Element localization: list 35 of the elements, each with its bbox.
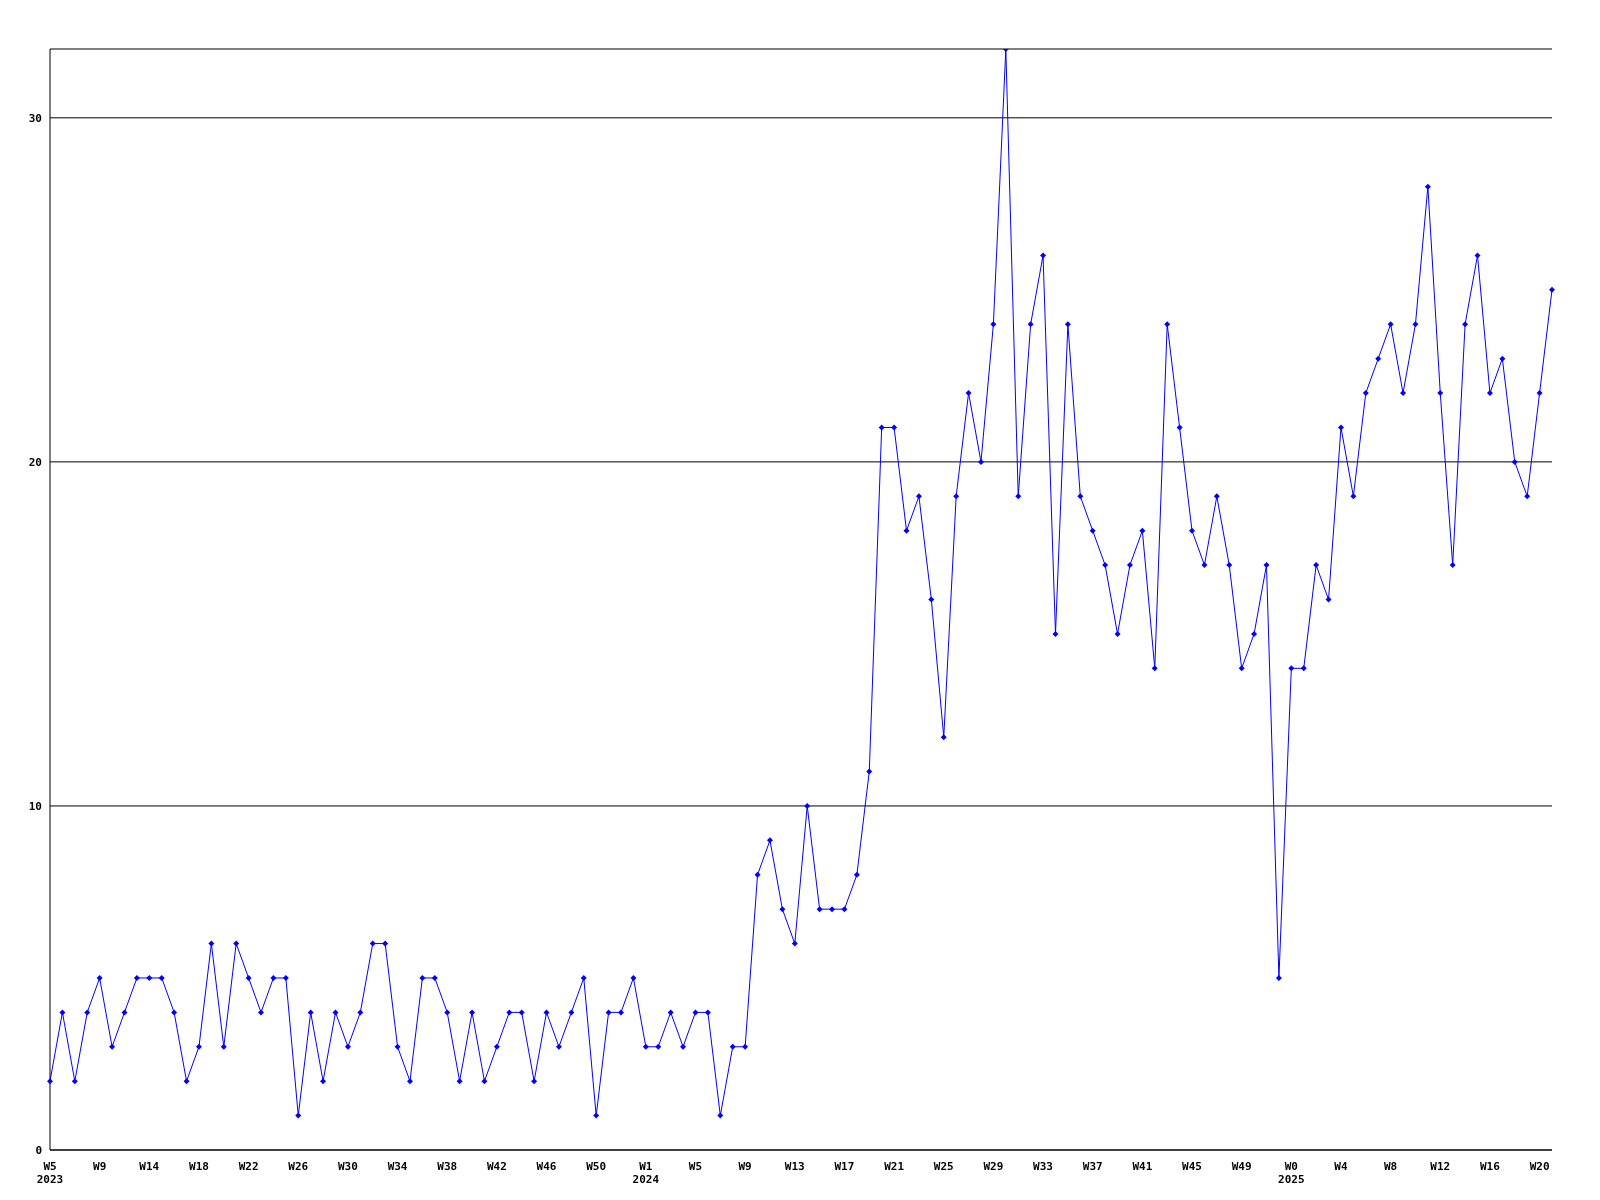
x-tick-label: W38: [437, 1160, 458, 1173]
x-tick-label: W20: [1529, 1160, 1550, 1173]
x-tick-label: W41: [1132, 1160, 1153, 1173]
x-tick-label: W12: [1430, 1160, 1451, 1173]
x-tick-label: W17: [834, 1160, 855, 1173]
x-tick-label: W14: [139, 1160, 160, 1173]
y-tick-label: 10: [28, 799, 42, 813]
x-tick-label: W4: [1334, 1160, 1348, 1173]
x-tick-label: W49: [1231, 1160, 1252, 1173]
y-tick-label: 20: [28, 455, 42, 469]
x-tick-label: W46: [536, 1160, 557, 1173]
x-tick-label: W16: [1480, 1160, 1501, 1173]
x-tick-label: W30: [337, 1160, 358, 1173]
x-tick-label: W21: [884, 1160, 905, 1173]
x-tick-label: W5 2023: [36, 1160, 64, 1186]
x-tick-label: W37: [1082, 1160, 1103, 1173]
x-tick-label: W22: [238, 1160, 259, 1173]
x-tick-label: W42: [486, 1160, 507, 1173]
x-tick-label: W9: [738, 1160, 752, 1173]
x-tick-label: W0 2025: [1278, 1160, 1305, 1186]
x-tick-label: W50: [586, 1160, 607, 1173]
x-tick-label: W9: [93, 1160, 107, 1173]
x-tick-label: W8: [1384, 1160, 1398, 1173]
y-tick-label: 30: [28, 111, 42, 125]
x-tick-label: W26: [288, 1160, 309, 1173]
x-tick-label: W45: [1182, 1160, 1202, 1173]
x-tick-label: W5: [688, 1160, 703, 1173]
x-tick-label: W33: [1033, 1160, 1053, 1173]
x-tick-label: W13: [784, 1160, 805, 1173]
x-tick-label: W18: [189, 1160, 209, 1173]
y-tick-label: 0: [35, 1143, 42, 1157]
x-tick-label: W25: [933, 1160, 954, 1173]
x-tick-label: W29: [983, 1160, 1004, 1173]
x-tick-label: W1 2024: [632, 1160, 660, 1186]
x-tick-label: W34: [387, 1160, 408, 1173]
